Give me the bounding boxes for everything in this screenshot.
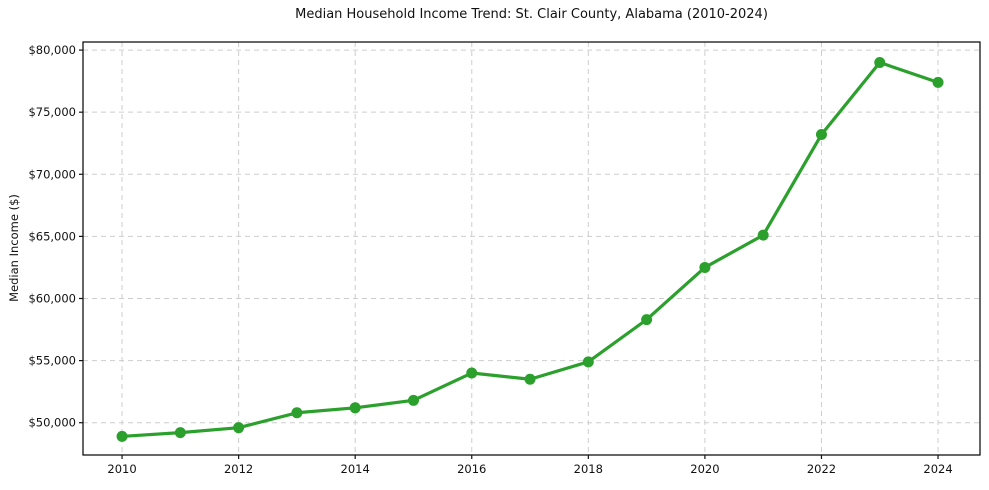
- data-point-2015: [407, 394, 419, 406]
- y-tick-label: $75,000: [28, 105, 76, 119]
- data-point-2023: [874, 56, 886, 68]
- x-tick-label: 2016: [457, 462, 486, 476]
- plot-border: [82, 41, 981, 456]
- data-point-2016: [466, 367, 478, 379]
- data-point-2014: [349, 402, 361, 414]
- y-tick-label: $80,000: [28, 43, 76, 57]
- data-point-2020: [699, 261, 711, 273]
- y-tick-label: $70,000: [28, 167, 76, 181]
- data-point-2017: [524, 373, 536, 385]
- data-point-2024: [932, 76, 944, 88]
- data-point-2022: [815, 129, 827, 141]
- x-tick-label: 2022: [807, 462, 836, 476]
- y-tick-label: $50,000: [28, 416, 76, 430]
- x-tick-label: 2018: [574, 462, 603, 476]
- data-point-2018: [582, 356, 594, 368]
- data-point-2013: [291, 407, 303, 419]
- x-tick-label: 2010: [107, 462, 136, 476]
- x-tick-label: 2014: [341, 462, 370, 476]
- data-point-2010: [116, 430, 128, 442]
- x-tick-label: 2020: [690, 462, 719, 476]
- y-tick-label: $65,000: [28, 229, 76, 243]
- chart-title: Median Household Income Trend: St. Clair…: [295, 7, 768, 22]
- data-point-2011: [174, 427, 186, 439]
- x-tick-label: 2012: [224, 462, 253, 476]
- x-tick-label: 2024: [923, 462, 952, 476]
- y-tick-label: $55,000: [28, 354, 76, 368]
- y-tick-label: $60,000: [28, 291, 76, 305]
- data-point-2012: [233, 422, 245, 434]
- data-point-2021: [757, 229, 769, 241]
- data-point-2019: [641, 314, 653, 326]
